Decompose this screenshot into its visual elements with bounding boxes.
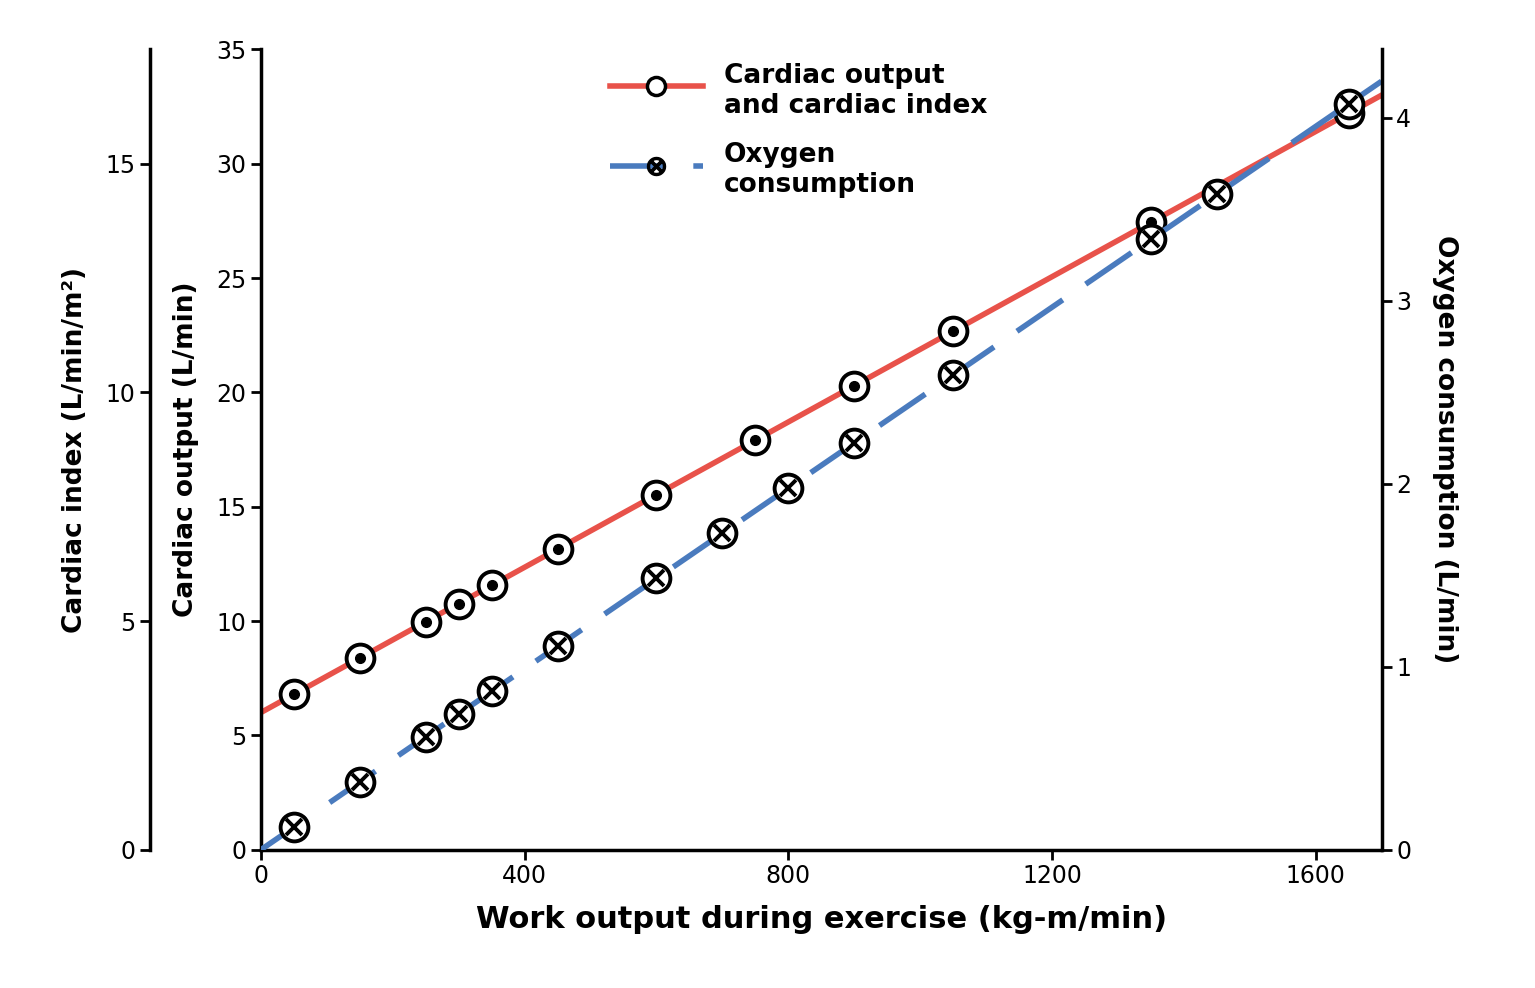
Y-axis label: Cardiac output (L/min): Cardiac output (L/min) <box>173 282 200 618</box>
Y-axis label: Cardiac index (L/min/m²): Cardiac index (L/min/m²) <box>63 267 89 632</box>
Legend: Cardiac output
and cardiac index, Oxygen
consumption: Cardiac output and cardiac index, Oxygen… <box>611 62 987 199</box>
X-axis label: Work output during exercise (kg-m/min): Work output during exercise (kg-m/min) <box>476 905 1167 934</box>
Y-axis label: Oxygen consumption (L/min): Oxygen consumption (L/min) <box>1432 235 1458 664</box>
